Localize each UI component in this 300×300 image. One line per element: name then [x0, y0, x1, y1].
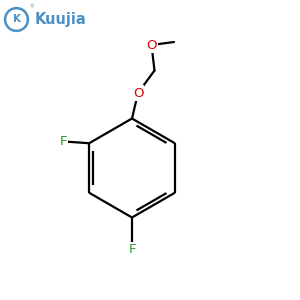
Text: O: O [146, 38, 157, 52]
Text: Kuujia: Kuujia [34, 12, 86, 27]
Text: ®: ® [29, 4, 34, 10]
Text: K: K [13, 14, 20, 25]
Text: O: O [133, 86, 143, 100]
Text: F: F [128, 243, 136, 256]
Text: F: F [59, 135, 67, 148]
